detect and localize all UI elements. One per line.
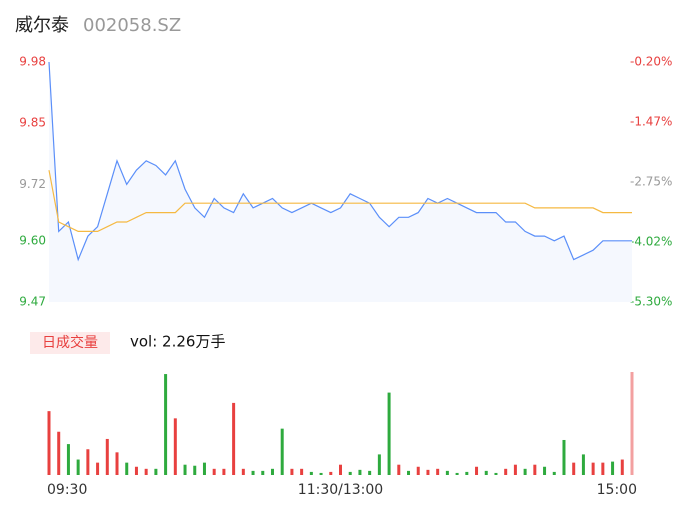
volume-label-bg — [30, 332, 110, 354]
volume-bar — [222, 468, 226, 475]
volume-title: 日成交量 — [42, 334, 98, 351]
volume-bar — [57, 431, 61, 475]
volume-bar — [339, 464, 342, 475]
volume-bar — [407, 470, 411, 475]
volume-bar — [377, 454, 381, 475]
price-line — [48, 61, 632, 262]
volume-bar — [280, 428, 284, 475]
volume-bar — [193, 465, 197, 475]
volume-bar — [494, 472, 498, 475]
volume-bar — [348, 471, 352, 475]
volume-bar — [533, 464, 537, 475]
volume-bar — [630, 372, 634, 475]
volume-bar — [465, 471, 469, 475]
x-tick-label: 09:30 — [47, 482, 87, 498]
y2-tick-label: -0.20% — [630, 55, 672, 69]
volume-bar — [251, 470, 255, 475]
volume-bar — [144, 468, 148, 475]
volume-bar — [513, 464, 517, 475]
volume-bar — [183, 464, 187, 475]
y-tick-label: 9.98 — [19, 55, 46, 69]
volume-bar — [66, 444, 70, 475]
volume-total: vol: 2.26万手 — [130, 333, 225, 351]
volume-bar — [115, 452, 119, 475]
volume-bar — [86, 449, 90, 475]
volume-bar — [484, 470, 488, 475]
volume-bar — [436, 468, 440, 475]
volume-bar — [358, 469, 362, 475]
volume-bar — [290, 468, 294, 475]
y-tick-label: 9.60 — [19, 233, 46, 247]
volume-bar — [202, 462, 206, 475]
stock-name: 威尔泰 — [15, 15, 69, 36]
volume-bar — [581, 454, 585, 475]
y-tick-label: 9.47 — [19, 295, 46, 309]
volume-bar — [300, 468, 304, 475]
volume-bar — [241, 468, 245, 475]
y-tick-label: 9.85 — [19, 116, 46, 130]
price-area — [49, 62, 632, 302]
volume-bar — [212, 468, 216, 475]
stock-code: 002058.SZ — [83, 15, 181, 36]
volume-bar — [261, 470, 265, 475]
volume-bar — [173, 418, 177, 475]
volume-bar — [164, 374, 168, 475]
y2-tick-label: -1.47% — [630, 114, 672, 128]
y2-tick-label: -4.02% — [630, 234, 672, 248]
volume-bar — [591, 462, 595, 475]
volume-bar — [134, 466, 138, 475]
volume-bar — [387, 392, 391, 475]
volume-bar — [504, 468, 508, 475]
volume-bar — [319, 472, 323, 475]
volume-bar — [47, 411, 51, 475]
volume-bar — [572, 462, 576, 475]
volume-bar — [329, 471, 333, 475]
volume-bar — [125, 462, 129, 475]
volume-bar — [620, 459, 624, 475]
y2-tick-label: -2.75% — [630, 175, 672, 189]
volume-bar — [76, 459, 80, 475]
x-tick-label: 11:30/13:00 — [298, 482, 383, 498]
y-tick-label: 9.72 — [19, 177, 46, 191]
volume-bar — [562, 439, 566, 475]
volume-bar — [455, 472, 459, 475]
volume-bar — [270, 468, 274, 475]
volume-bar — [426, 469, 430, 475]
volume-bar — [368, 470, 372, 475]
volume-bar — [416, 466, 420, 475]
volume-bar — [543, 466, 547, 475]
volume-bar — [601, 462, 605, 475]
volume-bar — [154, 468, 158, 475]
volume-bar — [232, 402, 236, 475]
y2-tick-label: -5.30% — [630, 295, 672, 309]
volume-bar — [445, 470, 449, 475]
x-tick-label: 15:00 — [597, 482, 637, 498]
volume-bar — [552, 471, 556, 475]
average-line — [48, 170, 632, 232]
volume-bar — [96, 462, 100, 475]
volume-bar — [105, 438, 109, 475]
volume-bar — [309, 471, 313, 475]
volume-bar — [397, 464, 401, 475]
volume-bar — [523, 468, 527, 475]
volume-bar — [611, 461, 615, 475]
volume-bar — [475, 466, 479, 475]
